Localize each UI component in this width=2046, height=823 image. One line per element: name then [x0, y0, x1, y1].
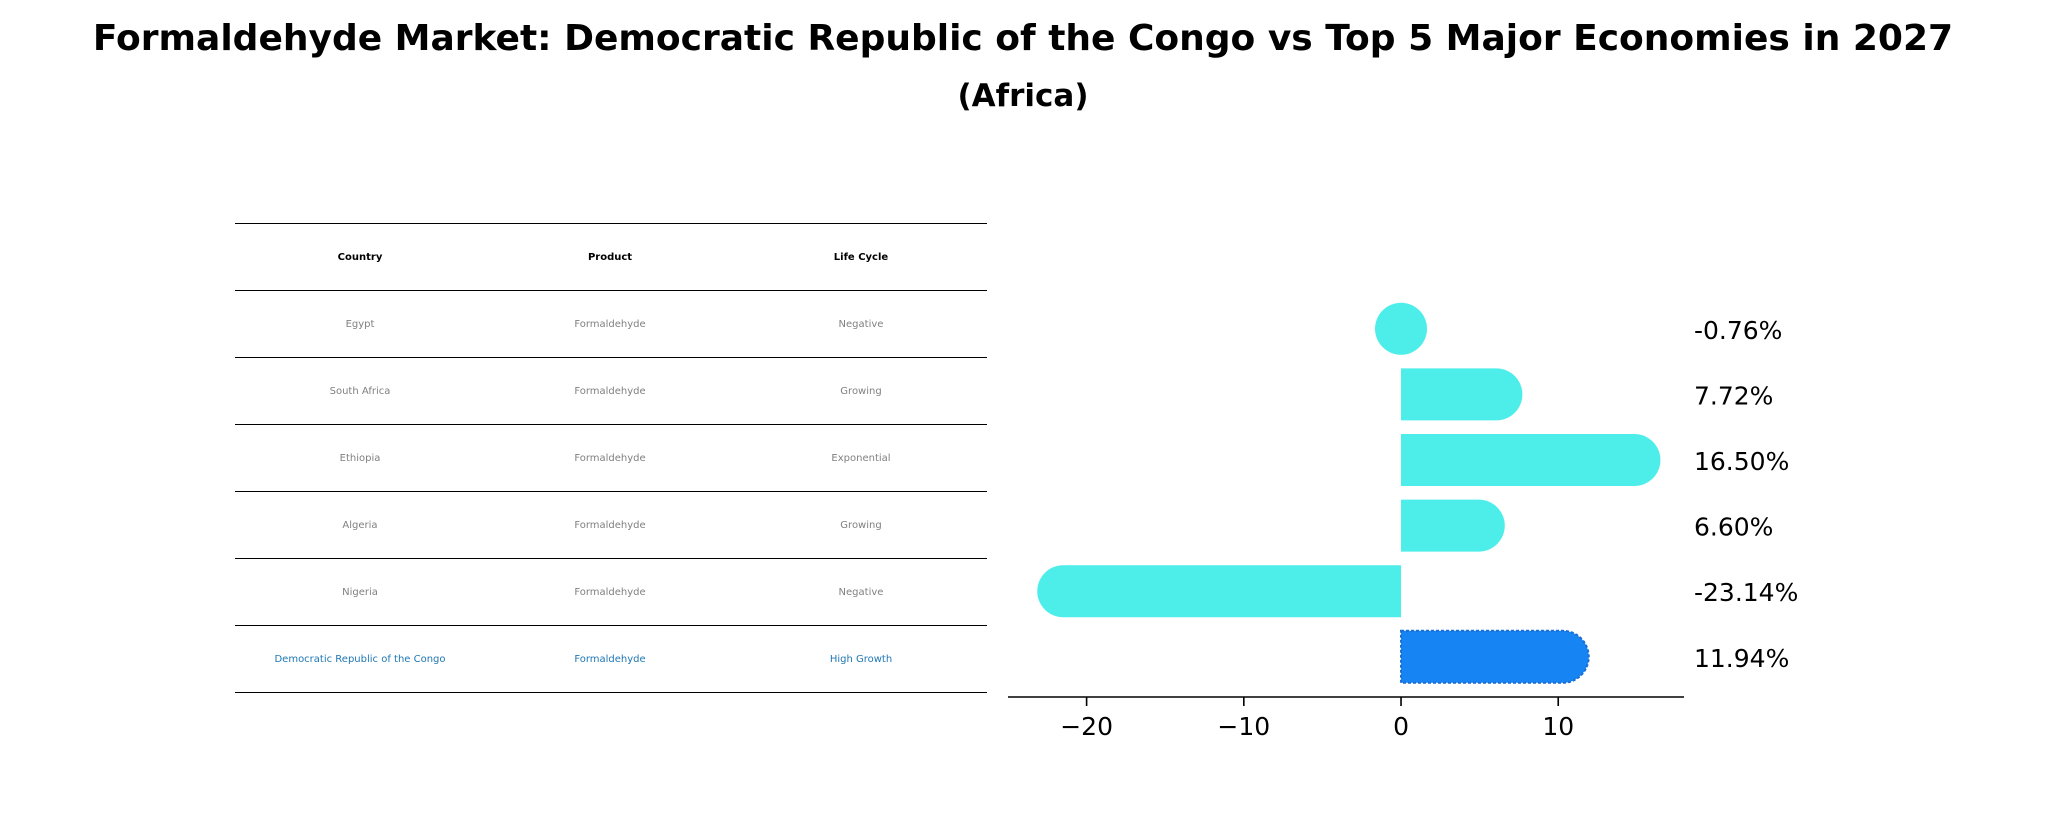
life-cycle-table: Country Product Life Cycle Egypt Formald… [235, 223, 987, 693]
bar-value-label: -0.76% [1694, 316, 1782, 345]
bar-value-label: 6.60% [1694, 513, 1773, 542]
product-cell: Formaldehyde [574, 653, 646, 665]
x-tick-label: 10 [1542, 712, 1574, 741]
bar [1037, 565, 1402, 618]
table-row: Algeria Formaldehyde Growing [235, 492, 987, 559]
bar-value-label: 7.72% [1694, 381, 1773, 410]
bar [1375, 302, 1428, 355]
bar-value-label: 11.94% [1694, 644, 1789, 673]
table-row: Nigeria Formaldehyde Negative [235, 559, 987, 626]
life-cycle-cell: Negative [838, 318, 884, 330]
header-country: Country [337, 251, 383, 263]
header-product: Product [587, 251, 633, 263]
country-cell: South Africa [329, 385, 391, 397]
x-tick-label: −20 [1060, 712, 1113, 741]
bar-chart: -0.76% 7.72% 16.50% 6.60% -23.14% 11.94% −20 −1… [1008, 302, 1798, 741]
header-life-cycle: Life Cycle [833, 251, 889, 263]
table-row: Ethiopia Formaldehyde Exponential [235, 425, 987, 492]
life-cycle-cell: Negative [838, 586, 884, 598]
bar-highlight [1400, 629, 1590, 684]
x-tick-label: −10 [1217, 712, 1270, 741]
bar-value-label: -23.14% [1694, 578, 1798, 607]
table-row-highlight: Democratic Republic of the Congo Formald… [235, 626, 987, 693]
life-cycle-cell: Growing [840, 385, 882, 397]
table-header-row: Country Product Life Cycle [235, 223, 987, 291]
table-row: Egypt Formaldehyde Negative [235, 291, 987, 358]
life-cycle-cell: High Growth [829, 653, 893, 665]
product-cell: Formaldehyde [574, 586, 646, 598]
bar-value-label: 16.50% [1694, 447, 1789, 476]
life-cycle-cell: Exponential [831, 452, 891, 464]
country-cell: Ethiopia [339, 452, 381, 464]
life-cycle-cell: Growing [840, 519, 882, 531]
country-cell: Algeria [342, 519, 378, 531]
country-cell: Democratic Republic of the Congo [274, 653, 446, 665]
bar [1401, 499, 1505, 552]
bar [1401, 434, 1661, 486]
x-tick-label: 0 [1393, 712, 1409, 741]
product-cell: Formaldehyde [574, 452, 646, 464]
bar [1401, 368, 1523, 421]
chart-subtitle: (Africa) [957, 78, 1089, 114]
product-cell: Formaldehyde [574, 519, 646, 531]
product-cell: Formaldehyde [574, 318, 646, 330]
table-row: South Africa Formaldehyde Growing [235, 358, 987, 425]
product-cell: Formaldehyde [574, 385, 646, 397]
country-cell: Egypt [345, 318, 375, 330]
country-cell: Nigeria [342, 586, 378, 598]
chart-title: Formaldehyde Market: Democratic Republic… [92, 18, 1954, 59]
